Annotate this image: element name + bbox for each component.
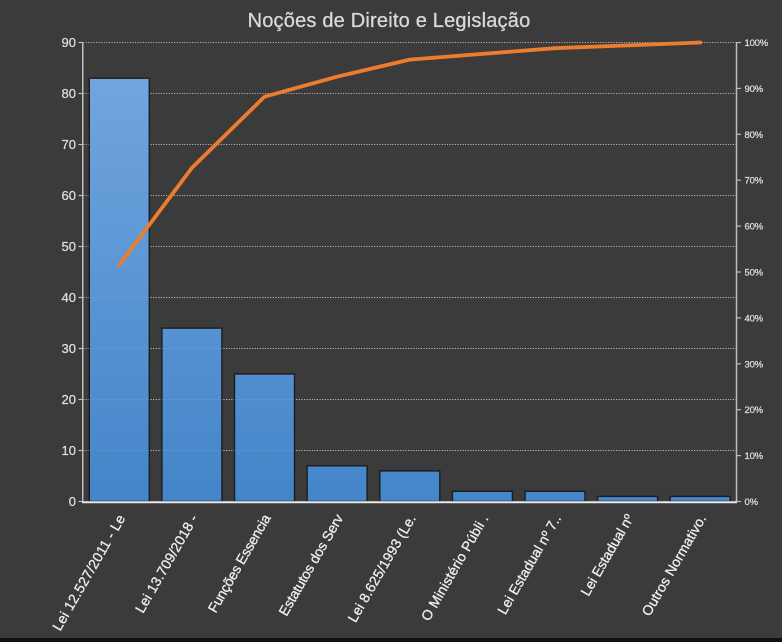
svg-text:50: 50 — [62, 239, 76, 254]
svg-text:80%: 80% — [745, 130, 764, 141]
svg-text:70: 70 — [62, 137, 76, 152]
svg-text:0%: 0% — [745, 497, 759, 508]
svg-text:50%: 50% — [745, 268, 764, 279]
svg-text:30%: 30% — [745, 359, 764, 370]
svg-text:10: 10 — [62, 443, 76, 458]
svg-text:90: 90 — [62, 35, 76, 50]
svg-text:20: 20 — [62, 392, 76, 407]
svg-text:100%: 100% — [745, 38, 769, 49]
svg-text:Noções de Direito e Legislação: Noções de Direito e Legislação — [248, 10, 531, 32]
svg-text:60%: 60% — [745, 222, 764, 233]
svg-text:0: 0 — [69, 494, 76, 509]
svg-text:90%: 90% — [745, 84, 764, 95]
svg-text:40%: 40% — [745, 313, 764, 324]
svg-text:80: 80 — [62, 86, 76, 101]
svg-text:30: 30 — [62, 341, 76, 356]
svg-text:60: 60 — [62, 188, 76, 203]
svg-text:40: 40 — [62, 290, 76, 305]
svg-text:20%: 20% — [745, 405, 764, 416]
svg-text:10%: 10% — [745, 451, 764, 462]
svg-text:70%: 70% — [745, 176, 764, 187]
